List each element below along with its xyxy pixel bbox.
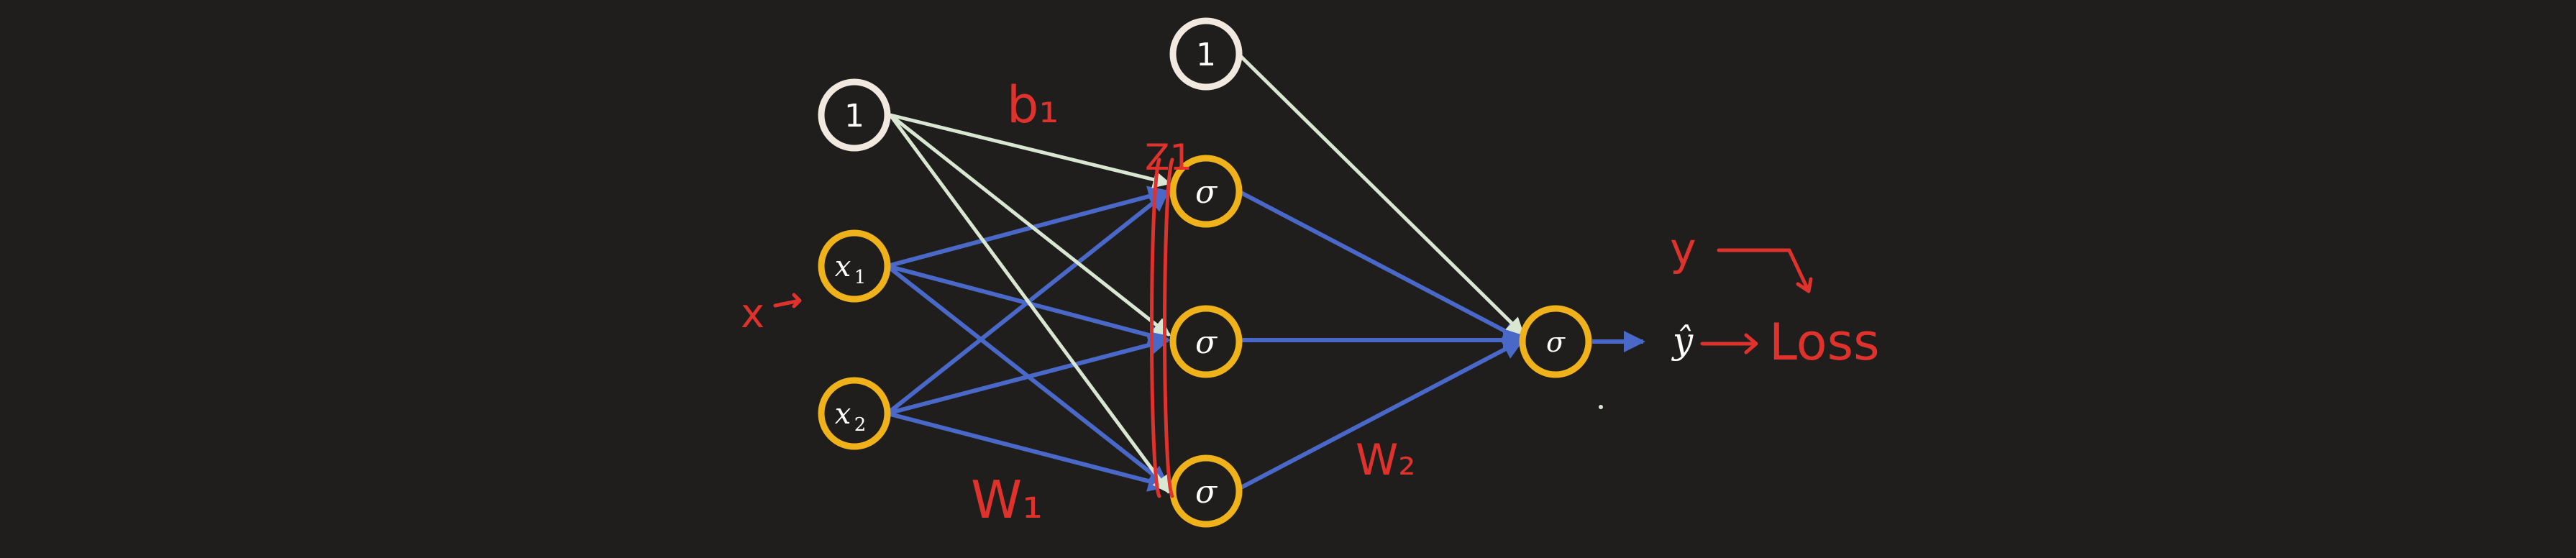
edge-b1-h2 (889, 114, 1171, 337)
input-annotation: x (741, 291, 764, 337)
node-hidden-1: σ (1169, 155, 1243, 228)
node-hidden-bias: 1 (1169, 17, 1243, 91)
z1-bracket (1150, 157, 1161, 498)
x-arrow-icon (773, 293, 802, 308)
annotation-text: b₁ Z1 x W₁ W₂ y Loss (741, 76, 1880, 530)
input-x1-label: x (835, 250, 851, 283)
edge-h1-out (1237, 189, 1525, 342)
node-input-bias: 1 (818, 78, 891, 152)
edge-b1-h1 (890, 113, 1171, 188)
circle-node-icon (818, 229, 891, 303)
loss-annotation: Loss (1769, 313, 1880, 372)
node-input-x2: x 2 (818, 377, 891, 450)
yhat-to-loss-arrow-icon (1700, 333, 1758, 355)
output-label: σ (1546, 326, 1566, 358)
circle-node-icon (1519, 305, 1592, 378)
z1-bracket-inner (1163, 157, 1174, 498)
cursor-dot (1599, 405, 1603, 409)
edge-b2-out (1237, 52, 1525, 336)
circle-node-icon (818, 78, 891, 152)
bias-edges (888, 52, 1525, 495)
node-input-x1: x 1 (818, 229, 891, 303)
edge-x1-h1 (887, 186, 1170, 268)
bias-annotation: b₁ (1007, 76, 1059, 134)
node-hidden-2: σ (1169, 305, 1243, 378)
hidden-1-label: σ (1195, 174, 1218, 211)
weights1-annotation: W₁ (971, 470, 1043, 530)
circle-node-icon (818, 377, 891, 450)
weight-edges-layer2 (1237, 189, 1645, 491)
circle-node-icon (1169, 17, 1243, 91)
hidden-3-label: σ (1195, 474, 1218, 511)
input-x2-label: x (835, 398, 851, 431)
edge-x2-h3 (887, 411, 1170, 492)
edge-x2-h2 (887, 334, 1170, 416)
hidden-bias-label: 1 (1196, 37, 1216, 73)
input-bias-label: 1 (844, 98, 864, 134)
input-x2-subscript: 2 (854, 414, 867, 436)
input-x1-subscript: 1 (854, 267, 867, 288)
annotations (773, 157, 1813, 498)
z1-annotation: Z1 (1145, 137, 1192, 178)
edge-b1-h3 (888, 114, 1171, 495)
prediction-label: ŷ (1671, 320, 1694, 362)
circle-node-icon (1169, 454, 1243, 528)
circle-node-icon (1169, 155, 1243, 228)
node-output: σ (1519, 305, 1592, 378)
edge-h3-out (1237, 338, 1525, 491)
weights2-annotation: W₂ (1356, 435, 1415, 485)
node-hidden-3: σ (1169, 454, 1243, 528)
hidden-2-label: σ (1195, 324, 1218, 361)
circle-node-icon (1169, 305, 1243, 378)
y-to-loss-arrow-icon (1717, 248, 1813, 293)
target-annotation: y (1670, 223, 1696, 275)
weight-edges-layer1 (886, 186, 1170, 492)
